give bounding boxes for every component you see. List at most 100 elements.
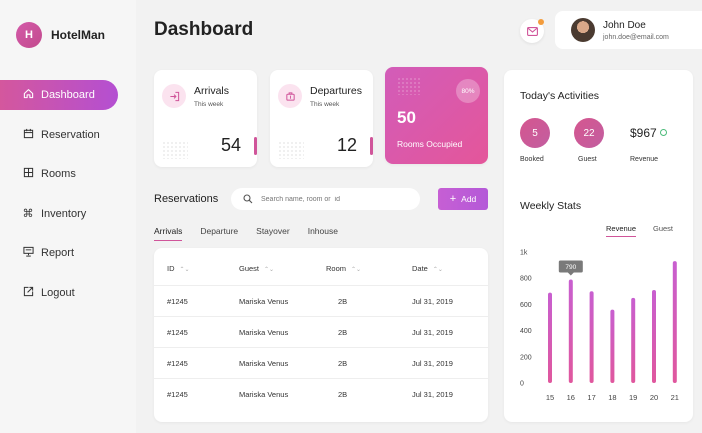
brand[interactable]: H HotelMan (16, 22, 105, 48)
search-bar[interactable] (231, 188, 420, 210)
sidebar-item-rooms[interactable]: Rooms (0, 159, 136, 189)
tab-inhouse[interactable]: Inhouse (307, 226, 338, 236)
cell-id: #1245 (167, 296, 188, 306)
y-tick-label: 600 (520, 302, 532, 309)
rooms-occupied-value: 50 (397, 108, 416, 127)
chart-bar (631, 297, 636, 383)
home-icon (22, 88, 34, 102)
sidebar-item-logout[interactable]: Logout (0, 278, 136, 308)
cell-date: Jul 31, 2019 (412, 327, 453, 337)
reservation-tabs: Arrivals Departure Stayover Inhouse (154, 226, 356, 241)
tab-revenue[interactable]: Revenue (606, 224, 637, 237)
cell-id: #1245 (167, 327, 188, 337)
arrivals-card[interactable]: Arrivals This week 54 (154, 70, 257, 167)
tab-arrivals[interactable]: Arrivals (154, 226, 183, 241)
sidebar-item-label: Rooms (41, 168, 76, 180)
reservations-title: Reservations (154, 193, 219, 205)
x-tick-label: 18 (608, 393, 616, 402)
cell-guest: Mariska Venus (239, 327, 289, 337)
add-button[interactable]: + Add (438, 188, 488, 210)
cell-date: Jul 31, 2019 (412, 296, 453, 306)
guest-count: 22 (574, 118, 604, 148)
calendar-icon (22, 128, 34, 142)
page-title: Dashboard (154, 19, 254, 40)
column-header-guest[interactable]: Guest ⌃⌄ (239, 263, 275, 273)
mail-button[interactable] (520, 19, 544, 43)
search-input[interactable] (261, 195, 411, 203)
cell-room: 2B (338, 389, 348, 399)
rooms-occupied-card[interactable]: 80% 50 Rooms Occupied (385, 67, 488, 164)
cell-guest: Mariska Venus (239, 296, 289, 306)
sidebar-item-label: Logout (41, 286, 75, 299)
y-tick-label: 800 (520, 276, 532, 283)
column-header-date[interactable]: Date ⌃⌄ (412, 263, 443, 273)
user-email: john.doe@email.com (603, 33, 669, 41)
mail-icon (526, 26, 538, 36)
weekly-stats-chart: 0 200 400 600 800 1k 15 16 17 18 19 20 21 790 (520, 250, 679, 403)
chart-bar (568, 279, 573, 383)
search-icon (243, 194, 253, 204)
table-row[interactable]: #1245 Mariska Venus 2B Jul 31, 2019 (154, 316, 488, 347)
revenue-label: Revenue (630, 156, 659, 163)
table-row[interactable]: #1245 Mariska Venus 2B Jul 31, 2019 (154, 347, 488, 378)
trend-icon (659, 129, 667, 137)
command-icon: ⌘ (22, 208, 34, 220)
sort-icon: ⌃⌄ (264, 266, 275, 273)
logout-icon (22, 286, 34, 300)
guest-label: Guest (578, 156, 597, 163)
chart-bar (548, 292, 552, 383)
sidebar-item-inventory[interactable]: ⌘ Inventory (0, 199, 136, 229)
add-label: Add (461, 194, 477, 204)
x-tick-label: 15 (546, 393, 554, 402)
column-header-room[interactable]: Room ⌃⌄ (326, 263, 362, 273)
x-tick-label: 16 (567, 393, 575, 402)
arrivals-value: 54 (220, 135, 241, 155)
sort-icon: ⌃⌄ (179, 266, 190, 273)
table-header: ID ⌃⌄ Guest ⌃⌄ Room ⌃⌄ Date ⌃⌄ (154, 262, 488, 274)
decorative-dots (278, 141, 304, 159)
decorative-dots (162, 141, 188, 159)
user-profile[interactable]: John Doe john.doe@email.com (555, 11, 702, 49)
grid-icon (22, 167, 34, 181)
departures-title: Departures (310, 85, 362, 97)
avatar (571, 18, 595, 42)
cell-room: 2B (338, 358, 348, 368)
presentation-icon (22, 246, 34, 260)
sidebar-item-report[interactable]: Report (0, 238, 136, 268)
y-tick-label: 400 (520, 328, 532, 335)
sort-icon: ⌃⌄ (432, 266, 443, 273)
sidebar-item-label: Reservation (41, 128, 100, 141)
y-tick-label: 0 (520, 381, 524, 388)
arrivals-subtitle: This week (194, 101, 224, 108)
accent-bar (254, 137, 257, 155)
tooltip-value: 790 (565, 264, 576, 271)
rooms-occupied-label: Rooms Occupied (397, 139, 463, 149)
table-row[interactable]: #1245 Mariska Venus 2B Jul 31, 2019 (154, 378, 488, 409)
weekly-stats-title: Weekly Stats (520, 200, 582, 212)
column-header-id[interactable]: ID ⌃⌄ (167, 263, 190, 273)
tab-guest[interactable]: Guest (653, 224, 674, 233)
sidebar-item-reservation[interactable]: Reservation (0, 120, 136, 150)
departures-subtitle: This week (310, 101, 340, 108)
tab-departure[interactable]: Departure (200, 226, 239, 236)
x-tick-label: 19 (629, 393, 637, 402)
cell-date: Jul 31, 2019 (412, 358, 453, 368)
tab-stayover[interactable]: Stayover (256, 226, 290, 236)
cell-room: 2B (338, 296, 348, 306)
sidebar-item-dashboard[interactable]: Dashboard (0, 80, 118, 110)
departures-card[interactable]: Departures This week 12 (270, 70, 373, 167)
reservations-table: ID ⌃⌄ Guest ⌃⌄ Room ⌃⌄ Date ⌃⌄ #1245 Mariska… (154, 248, 488, 422)
x-tick-label: 17 (587, 393, 595, 402)
user-name: John Doe (603, 19, 646, 31)
chart-bar (610, 309, 615, 383)
decorative-dots (397, 77, 421, 95)
cell-guest: Mariska Venus (239, 389, 289, 399)
sidebar-nav: Dashboard Reservation Rooms ⌘ Inventory … (0, 80, 136, 317)
luggage-icon (278, 84, 302, 108)
table-row[interactable]: #1245 Mariska Venus 2B Jul 31, 2019 (154, 285, 488, 316)
chart-bar (589, 291, 594, 383)
sidebar: H HotelMan Dashboard Reservation Rooms ⌘… (0, 0, 136, 433)
cell-id: #1245 (167, 389, 188, 399)
booked-count: 5 (520, 118, 550, 148)
departures-value: 12 (336, 135, 357, 155)
